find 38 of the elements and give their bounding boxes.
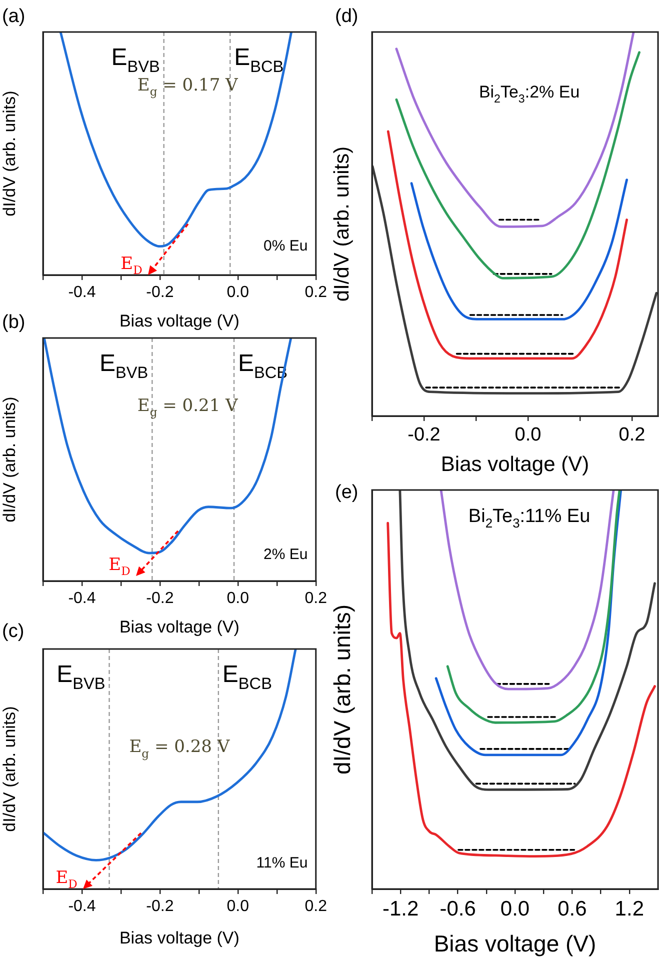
annotation: 2% Eu xyxy=(264,546,308,564)
x-tick-label: -0.2 xyxy=(146,898,174,916)
x-tick-label: -1.2 xyxy=(382,897,419,920)
chart-title: (b) xyxy=(2,312,26,333)
x-tick-label: 0.0 xyxy=(226,590,250,608)
x-axis-title: Bias voltage (V) xyxy=(119,928,240,948)
x-tick-label: 0.2 xyxy=(304,898,328,916)
x-axis-title: Bias voltage (V) xyxy=(434,930,596,957)
x-tick-label: -0.2 xyxy=(408,424,440,446)
x-axis-title: Bias voltage (V) xyxy=(119,617,240,636)
x-tick-label: 0.6 xyxy=(558,897,587,920)
x-tick-label: -0.6 xyxy=(440,897,476,920)
annotation: 11% Eu xyxy=(256,854,308,872)
y-axis-title: dI/dV (arb. units) xyxy=(0,706,19,832)
y-axis-title: dI/dV (arb. units) xyxy=(0,396,19,522)
x-tick-label: -0.4 xyxy=(68,898,96,916)
chart-title: (c) xyxy=(2,621,24,642)
x-tick-label: -0.4 xyxy=(68,284,96,302)
x-tick-label: 1.2 xyxy=(614,897,644,920)
x-tick-label: 0.2 xyxy=(304,284,328,302)
x-tick-label: -0.2 xyxy=(146,284,174,302)
x-tick-label: -0.4 xyxy=(68,590,96,608)
y-axis-title: dI/dV (arb. units) xyxy=(0,90,19,216)
chart-title: (e) xyxy=(335,482,358,503)
x-axis-title: Bias voltage (V) xyxy=(440,453,590,476)
chart-title: (a) xyxy=(2,6,26,27)
y-axis-title: dI/dV (arb. units) xyxy=(330,146,354,302)
x-tick-label: 0.0 xyxy=(514,424,542,446)
y-axis-title: dI/dV (arb. units) xyxy=(329,604,356,775)
x-axis-title: Bias voltage (V) xyxy=(119,311,240,330)
x-tick-label: 0.2 xyxy=(618,424,646,446)
x-tick-label: 0.0 xyxy=(226,898,250,916)
x-tick-label: 0.0 xyxy=(226,284,250,302)
x-tick-label: 0.0 xyxy=(500,897,530,920)
x-tick-label: -0.2 xyxy=(146,590,174,608)
chart-title: (d) xyxy=(335,6,358,27)
annotation: 0% Eu xyxy=(264,238,308,255)
x-tick-label: 0.2 xyxy=(304,590,328,608)
